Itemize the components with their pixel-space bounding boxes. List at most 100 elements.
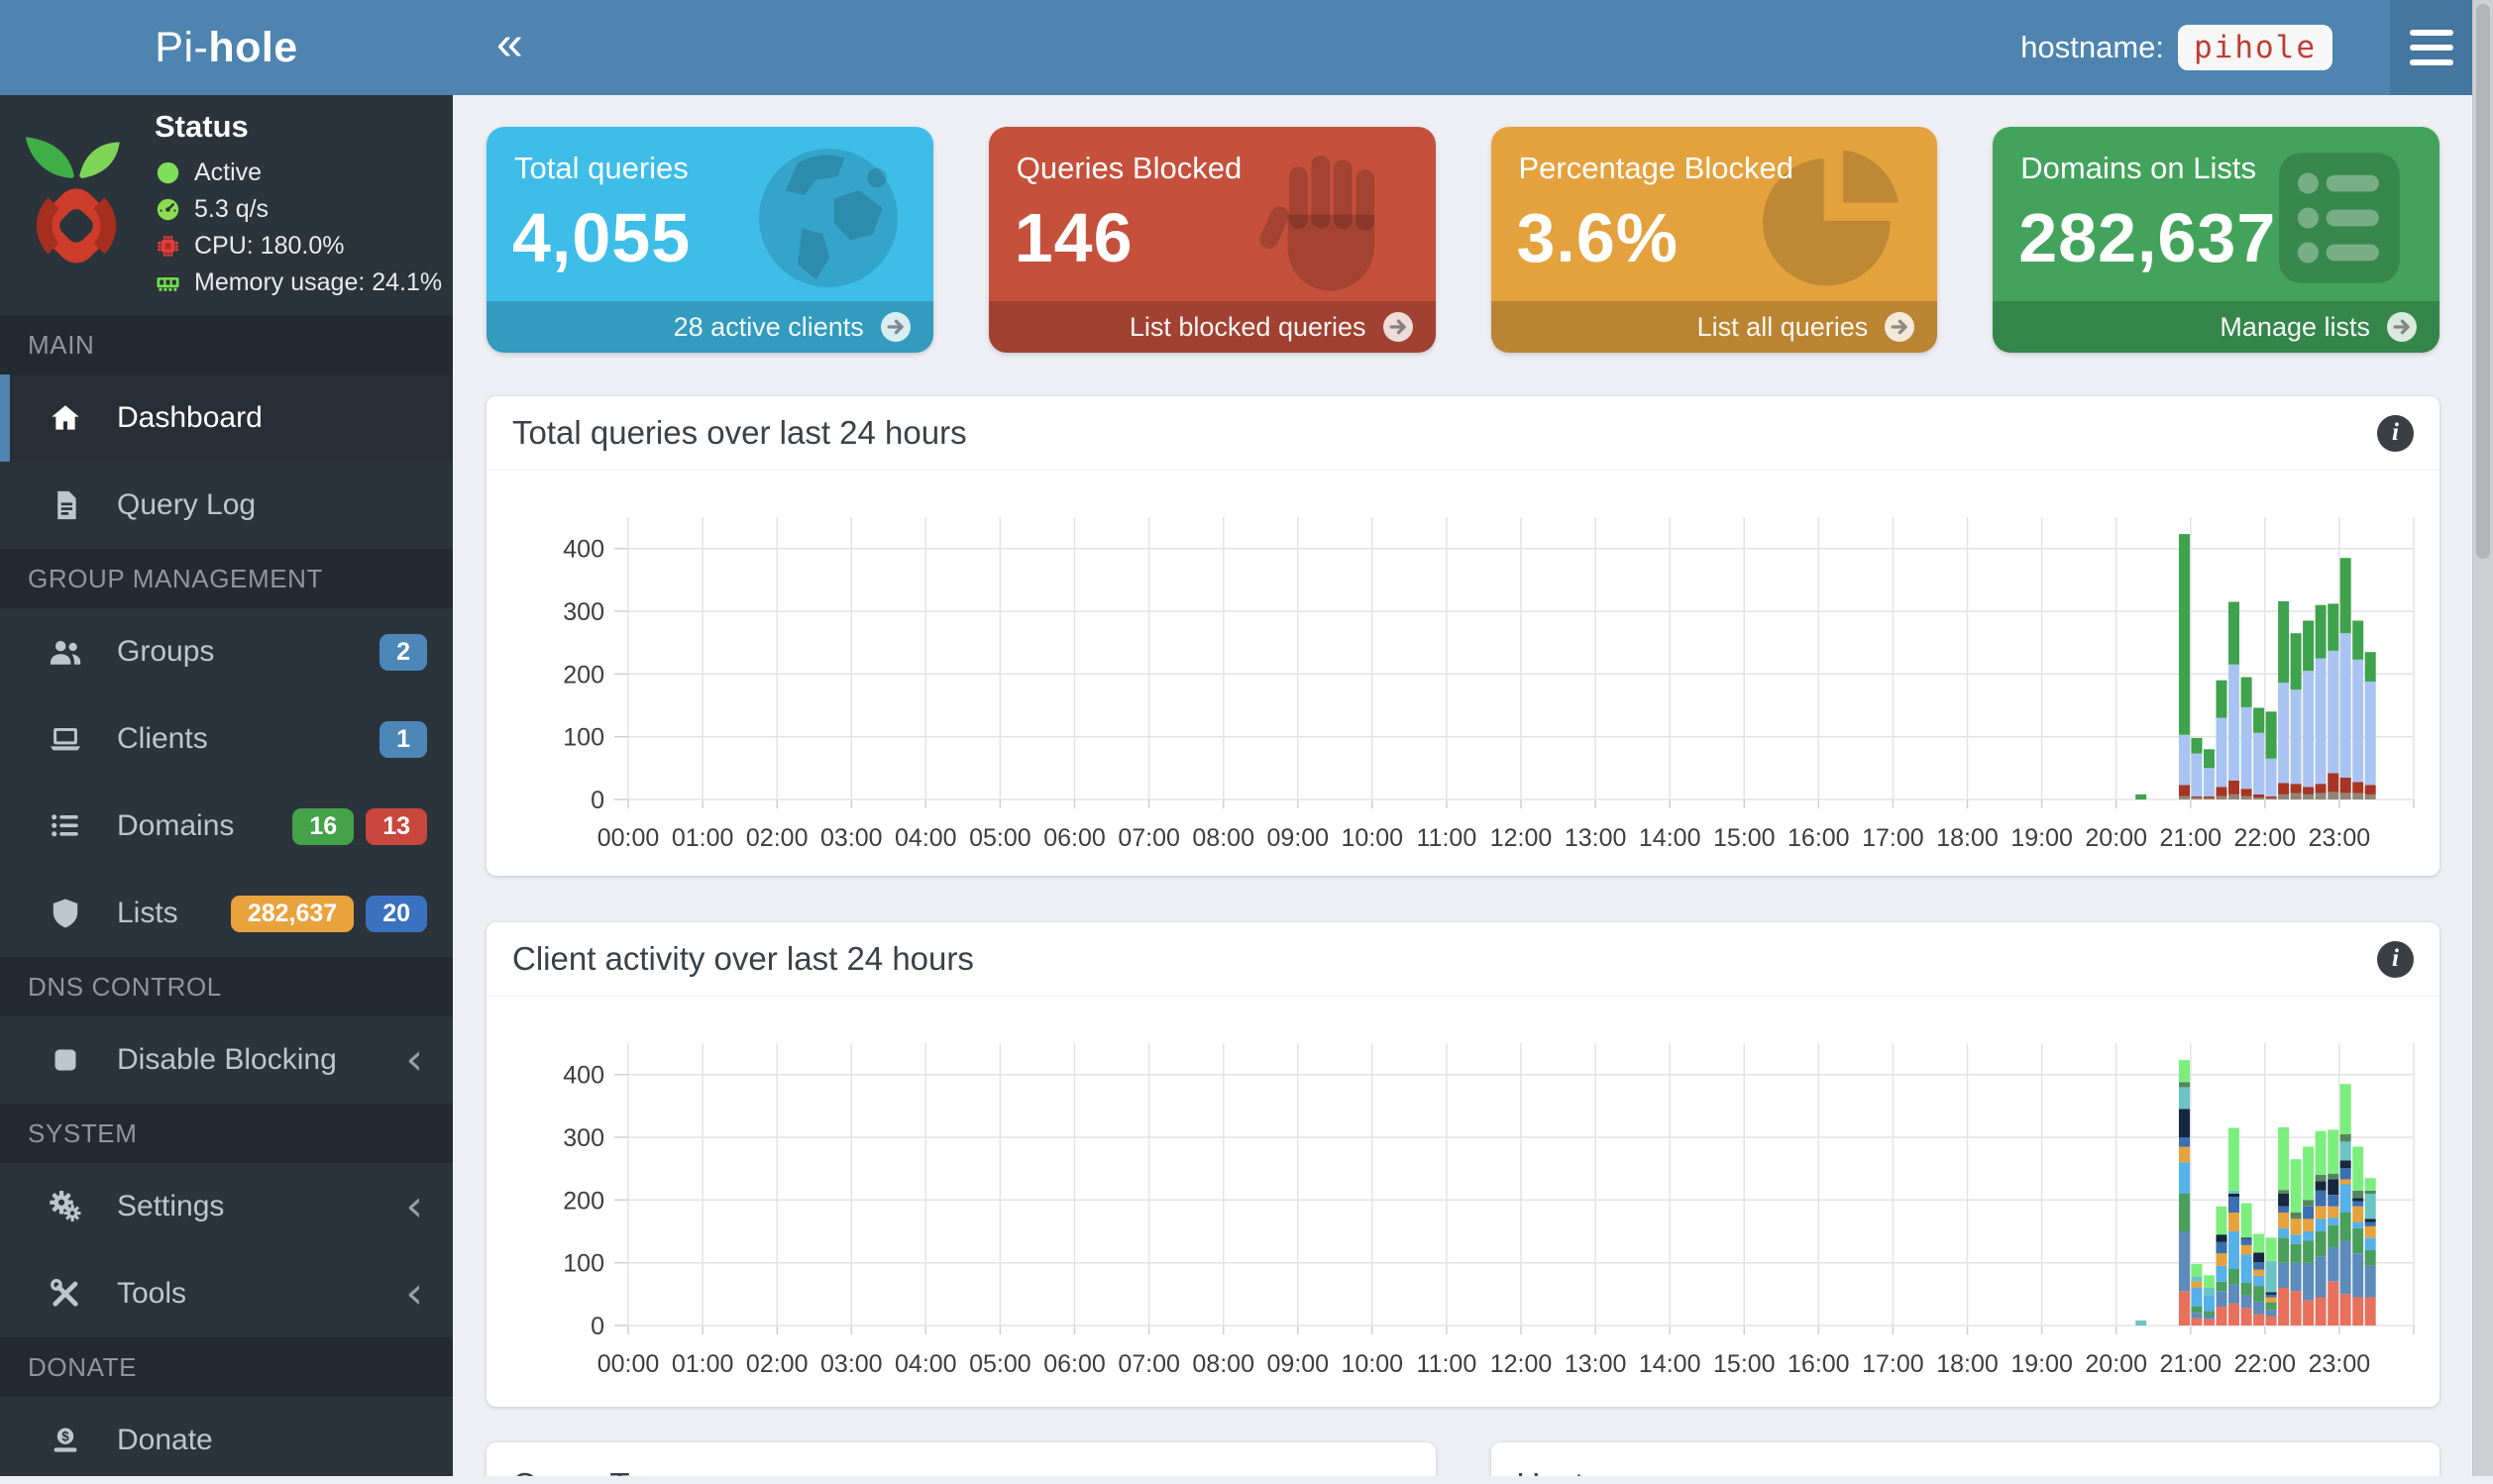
listul-icon-wrap bbox=[38, 809, 93, 843]
laptop-icon-wrap bbox=[38, 722, 93, 756]
sidebar-item-clients[interactable]: Clients 1 bbox=[0, 695, 453, 783]
card-footer-link-percentage-blocked[interactable]: List all queries bbox=[1490, 301, 1938, 353]
svg-text:04:00: 04:00 bbox=[895, 824, 957, 852]
brand-prefix: Pi- bbox=[155, 23, 209, 71]
scrollbar-thumb[interactable] bbox=[2476, 4, 2490, 559]
card-title: Domains on Lists bbox=[2020, 151, 2257, 185]
sidebar-item-query-log[interactable]: Query Log bbox=[0, 462, 453, 549]
card-value: 4,055 bbox=[512, 199, 692, 276]
sidebar-item-groups[interactable]: Groups 2 bbox=[0, 608, 453, 695]
stop-icon bbox=[54, 1049, 76, 1071]
globe-icon bbox=[745, 135, 912, 306]
app-logo[interactable]: Pi-hole bbox=[0, 0, 453, 95]
svg-text:02:00: 02:00 bbox=[746, 1350, 809, 1378]
svg-text:05:00: 05:00 bbox=[969, 1350, 1031, 1378]
badge-darkblue: 20 bbox=[366, 895, 427, 932]
svg-text:0: 0 bbox=[591, 1313, 604, 1340]
svg-text:05:00: 05:00 bbox=[969, 824, 1031, 852]
sidebar-item-label: Groups bbox=[117, 635, 215, 668]
svg-text:400: 400 bbox=[563, 536, 604, 564]
card-footer-label: List blocked queries bbox=[1129, 311, 1366, 342]
svg-text:20:00: 20:00 bbox=[2085, 1350, 2147, 1378]
list-icon bbox=[2251, 135, 2418, 306]
svg-text:100: 100 bbox=[563, 1250, 604, 1278]
svg-text:300: 300 bbox=[563, 1124, 604, 1152]
svg-text:12:00: 12:00 bbox=[1490, 1350, 1553, 1378]
sidebar-item-dashboard[interactable]: Dashboard bbox=[0, 374, 453, 462]
status-info: Status Active 5.3 q/s CPU: 180.0% Memory us… bbox=[155, 109, 443, 301]
topbar-right: hostname: pihole bbox=[2020, 0, 2473, 95]
gears-icon-wrap bbox=[38, 1190, 93, 1223]
svg-text:06:00: 06:00 bbox=[1043, 824, 1106, 852]
svg-text:07:00: 07:00 bbox=[1118, 824, 1180, 852]
sidebar-item-label: Tools bbox=[117, 1277, 187, 1310]
panel-header: Total queries over last 24 hours i bbox=[487, 396, 2439, 471]
brand-bold: hole bbox=[208, 23, 298, 71]
badge-group: 16 13 bbox=[280, 807, 427, 845]
panel-title: Upstream servers bbox=[1491, 1442, 2440, 1476]
svg-text:22:00: 22:00 bbox=[2234, 824, 2297, 852]
svg-text:14:00: 14:00 bbox=[1639, 824, 1701, 852]
card-value: 146 bbox=[1014, 199, 1134, 276]
card-footer-link-domains-on-lists[interactable]: Manage lists bbox=[1993, 301, 2439, 353]
info-icon[interactable]: i bbox=[2377, 940, 2414, 978]
chip-icon bbox=[158, 236, 178, 257]
sidebar-item-label: Donate bbox=[117, 1424, 213, 1456]
card-footer-label: List all queries bbox=[1696, 311, 1869, 342]
status-value: Memory usage: 24.1% bbox=[194, 268, 443, 296]
svg-text:100: 100 bbox=[563, 724, 604, 752]
svg-text:17:00: 17:00 bbox=[1862, 1350, 1924, 1378]
badge-red: 13 bbox=[366, 807, 427, 845]
card-footer-label: Manage lists bbox=[2220, 311, 2370, 342]
panel-title: Total queries over last 24 hours bbox=[512, 414, 967, 451]
svg-text:14:00: 14:00 bbox=[1639, 1350, 1701, 1378]
summary-card-total-queries: Total queries 4,055 28 active clients bbox=[487, 127, 933, 353]
scrollbar[interactable] bbox=[2472, 0, 2493, 1476]
sidebar-item-label: Query Log bbox=[117, 488, 257, 521]
sidebar-item-disable-blocking[interactable]: Disable Blocking ‹ bbox=[0, 1016, 453, 1104]
svg-text:03:00: 03:00 bbox=[820, 824, 883, 852]
sidebar-section-header-donate: DONATE bbox=[0, 1337, 453, 1397]
svg-text:02:00: 02:00 bbox=[746, 824, 809, 852]
sidebar-section-header-system: SYSTEM bbox=[0, 1104, 453, 1163]
sidebar-collapse-button[interactable]: « bbox=[496, 18, 523, 70]
svg-text:00:00: 00:00 bbox=[597, 1350, 660, 1378]
sidebar-section-header-group-management: GROUP MANAGEMENT bbox=[0, 549, 453, 608]
gears-icon bbox=[50, 1190, 81, 1221]
svg-text:17:00: 17:00 bbox=[1862, 824, 1924, 852]
status-row-5-3-q-s: 5.3 q/s bbox=[155, 191, 443, 228]
file-icon-wrap bbox=[38, 488, 93, 522]
svg-text:300: 300 bbox=[563, 598, 604, 626]
svg-text:06:00: 06:00 bbox=[1043, 1350, 1106, 1378]
svg-text:19:00: 19:00 bbox=[2010, 824, 2073, 852]
sidebar-menu: MAIN Dashboard Query Log GROUP MANAGEMENT Gr… bbox=[0, 315, 453, 1484]
card-title: Queries Blocked bbox=[1016, 151, 1243, 185]
sidebar-item-label: Settings bbox=[117, 1190, 225, 1222]
hostname-badge: pihole bbox=[2178, 25, 2332, 70]
sidebar-item-tools[interactable]: Tools ‹ bbox=[0, 1250, 453, 1337]
svg-text:11:00: 11:00 bbox=[1417, 824, 1477, 852]
badge-group: 282,637 20 bbox=[219, 895, 427, 932]
sidebar-item-lists[interactable]: Lists 282,637 20 bbox=[0, 870, 453, 957]
hamburger-menu-button[interactable] bbox=[2390, 0, 2473, 95]
svg-text:15:00: 15:00 bbox=[1713, 1350, 1776, 1378]
sidebar-item-donate[interactable]: $ Donate bbox=[0, 1397, 453, 1484]
svg-text:11:00: 11:00 bbox=[1417, 1350, 1477, 1378]
svg-text:09:00: 09:00 bbox=[1267, 1350, 1330, 1378]
bottom-panels-row: Query Types Upstream servers bbox=[487, 1442, 2439, 1476]
card-footer-link-queries-blocked[interactable]: List blocked queries bbox=[988, 301, 1436, 353]
shield-icon bbox=[53, 899, 78, 928]
svg-text:18:00: 18:00 bbox=[1936, 824, 1999, 852]
shield-icon-wrap bbox=[38, 897, 93, 930]
info-icon[interactable]: i bbox=[2377, 414, 2414, 452]
card-footer-link-total-queries[interactable]: 28 active clients bbox=[487, 301, 933, 353]
sidebar-item-domains[interactable]: Domains 16 13 bbox=[0, 783, 453, 870]
svg-text:04:00: 04:00 bbox=[895, 1350, 957, 1378]
hamburger-bar bbox=[2410, 59, 2453, 65]
users-icon-wrap bbox=[38, 635, 93, 669]
svg-text:07:00: 07:00 bbox=[1118, 1350, 1180, 1378]
badge-group: 2 bbox=[368, 633, 427, 671]
sidebar-item-settings[interactable]: Settings ‹ bbox=[0, 1163, 453, 1250]
arrow-circle-right-icon bbox=[1380, 309, 1416, 345]
raspberry-logo-icon bbox=[14, 131, 139, 280]
